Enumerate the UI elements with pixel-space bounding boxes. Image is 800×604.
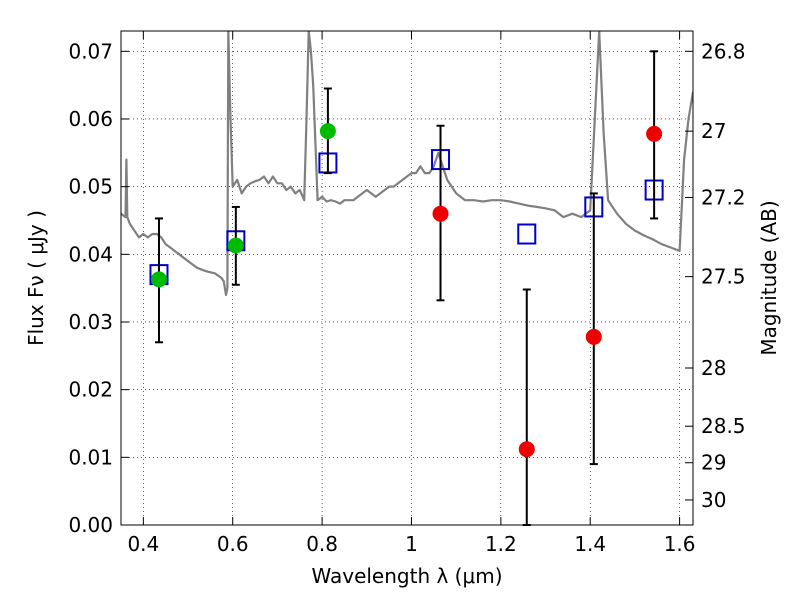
grid-layer xyxy=(121,31,693,526)
observed-point xyxy=(518,441,535,458)
right-axis-label: Magnitude (AB) xyxy=(757,200,781,355)
x-axis-label: Wavelength λ (μm) xyxy=(311,564,502,588)
tick-layer: 0.4 0.6 0.8 1 1.2 1.4 1.6 0.00 0.01 0.02 0.03 0.04 0… xyxy=(68,31,746,556)
plot-frame xyxy=(120,30,694,526)
right-tick-label: 26.8 xyxy=(701,39,746,63)
points-layer xyxy=(149,50,664,526)
x-tick-label: 1.2 xyxy=(485,532,517,556)
x-tick-label: 1.4 xyxy=(574,532,606,556)
right-tick-label: 27 xyxy=(701,119,726,143)
observed-point xyxy=(227,237,244,254)
x-tick-label: 0.6 xyxy=(217,532,249,556)
y-axis-label: Flux Fν ( μJy ) xyxy=(24,210,48,346)
observed-point xyxy=(150,271,167,288)
observed-point xyxy=(319,123,336,140)
right-tick-label: 28.5 xyxy=(701,414,746,438)
y-tick-label: 0.00 xyxy=(68,513,113,537)
y-tick-label: 0.03 xyxy=(68,310,113,334)
spectrum-line xyxy=(121,31,693,296)
x-tick-label: 0.4 xyxy=(127,532,159,556)
observed-point xyxy=(646,125,663,142)
right-tick-label: 30 xyxy=(701,488,726,512)
x-tick-label: 1.6 xyxy=(664,532,696,556)
observed-point xyxy=(432,205,449,222)
y-tick-label: 0.04 xyxy=(68,242,113,266)
y-tick-label: 0.07 xyxy=(68,39,113,63)
spectrum-layer xyxy=(121,31,693,296)
right-tick-label: 29 xyxy=(701,451,726,475)
model-square-marker xyxy=(517,223,537,245)
y-tick-label: 0.01 xyxy=(68,445,113,469)
y-tick-label: 0.06 xyxy=(68,107,113,131)
right-tick-label: 28 xyxy=(701,356,726,380)
right-tick-label: 27.5 xyxy=(701,265,746,289)
right-tick-label: 27.2 xyxy=(701,185,746,209)
x-tick-label: 0.8 xyxy=(306,532,338,556)
y-tick-label: 0.05 xyxy=(68,175,113,199)
y-tick-label: 0.02 xyxy=(68,378,113,402)
observed-point xyxy=(585,328,602,345)
x-tick-label: 1 xyxy=(405,532,418,556)
